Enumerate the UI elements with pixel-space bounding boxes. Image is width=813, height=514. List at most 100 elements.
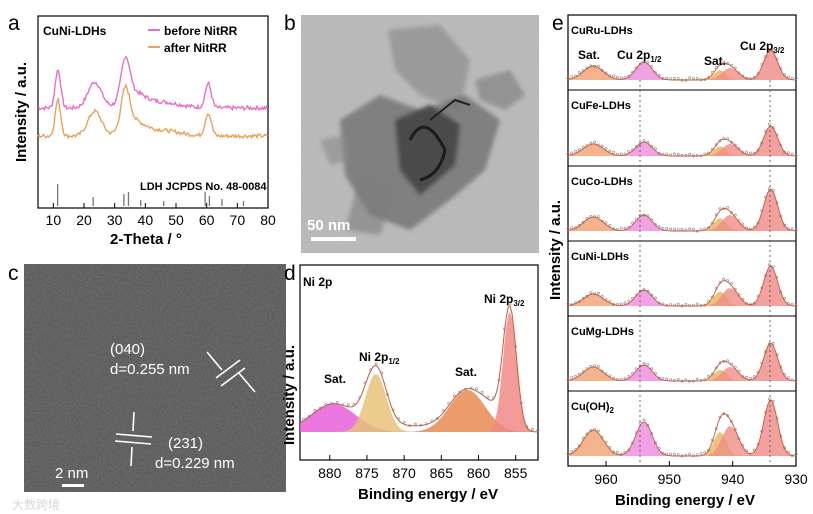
lattice-marker-040: [206, 351, 256, 393]
cu-data-point: [669, 77, 673, 81]
ni-envelope: [299, 305, 539, 433]
cu-data-point: [741, 222, 745, 226]
cu-data-point: [654, 223, 657, 226]
ni-data-point: [475, 387, 479, 391]
cu-data-point: [718, 207, 722, 211]
cu-data-point: [608, 223, 612, 227]
panel-a-frame: [37, 15, 269, 209]
panel-b: b 50 nm: [284, 12, 539, 253]
cu-data-point: [707, 374, 711, 378]
cu-data-point: [676, 77, 680, 80]
panel-c: c (040) d=0.255 nm (231) d=0.229 nm 2 nm: [8, 262, 286, 492]
cu-data-point: [722, 277, 726, 281]
cu-data-point: [597, 429, 600, 433]
cu-data-point: [635, 145, 638, 149]
panel-a-xaxis: 10 20 30 40 50 60 70 80: [46, 203, 276, 228]
panel-a: a CuNi-LDHs before NitRR after NitRR LDH…: [8, 12, 276, 248]
cu-data-point: [676, 228, 680, 232]
ni-data-point: [358, 396, 361, 400]
ni-data-point: [531, 427, 534, 431]
cu-sat2-label: Sat.: [704, 54, 726, 68]
cu-data-point: [578, 444, 581, 448]
cu-data-point: [676, 152, 680, 156]
watermark: 大数跨境: [12, 497, 60, 512]
panel-b-label: b: [284, 12, 296, 35]
lattice-marker-231: [114, 411, 153, 467]
panel-d-tick-label: 855: [504, 465, 528, 481]
cu-data-point: [768, 123, 771, 126]
ni-data-point: [319, 406, 322, 410]
ni-2p-half-label: Ni 2p1/2: [359, 350, 400, 366]
ni-data-point: [486, 395, 490, 399]
cu-data-point: [623, 376, 627, 380]
ni-data-point: [380, 371, 384, 375]
cu-data-point: [711, 372, 714, 376]
cu-data-point: [794, 378, 798, 382]
cu-data-point: [783, 150, 787, 154]
ni-data-point: [341, 403, 345, 407]
cu-data-point: [627, 149, 631, 153]
cu-data-point: [676, 302, 680, 306]
cu-data-point: [673, 379, 676, 382]
cu-data-point: [623, 226, 627, 230]
reference-label: LDH JCPDS No. 48-0084: [140, 181, 267, 193]
cu-data-point: [619, 302, 623, 306]
cu-data-point: [635, 66, 638, 70]
cu-data-point: [737, 71, 741, 75]
ni-data-point: [369, 368, 373, 372]
ni-data-point: [374, 362, 378, 366]
panel-d-xlabel: Binding energy / eV: [358, 486, 498, 503]
panel-a-tick-label: 20: [76, 212, 92, 228]
cu-data-point: [684, 303, 688, 306]
cu-data-point: [768, 263, 771, 267]
cu-data-point: [604, 221, 608, 225]
cu-fit-peak: [568, 367, 796, 381]
cu-data-point: [578, 71, 581, 74]
cu-data-point: [627, 299, 631, 303]
cu-data-point: [749, 151, 752, 155]
ni-data-point: [408, 424, 412, 428]
cu-data-point: [771, 48, 775, 52]
cu-data-point: [673, 452, 676, 456]
panel-e-tick-label: 930: [784, 471, 808, 487]
tem-scale-bar: [311, 237, 356, 241]
panel-a-label: a: [8, 12, 20, 35]
d-spacing-040-label: d=0.255 nm: [110, 361, 190, 378]
cu-data-point: [597, 291, 600, 295]
panel-d-tick-label: 865: [430, 465, 454, 481]
cu-envelope: [567, 342, 796, 382]
panel-d-tick-label: 860: [467, 465, 491, 481]
cu-data-point: [790, 227, 794, 231]
cu-data-point: [787, 75, 790, 79]
cu-data-point: [570, 226, 574, 230]
cu-data-point: [745, 150, 749, 154]
ni-fit-peaks: [300, 312, 538, 432]
cu-data-point: [692, 227, 695, 231]
cu-data-point: [642, 361, 646, 365]
cu-data-point: [566, 227, 570, 230]
ni-data-points: [302, 302, 540, 432]
panel-e-xlabel: Binding energy / eV: [615, 492, 755, 509]
xrd-after-curve: [37, 83, 269, 140]
panel-a-tick-label: 60: [199, 212, 215, 228]
panel-d-tick-label: 870: [392, 465, 416, 481]
ni-data-point: [447, 402, 451, 405]
ni-data-point: [424, 422, 428, 426]
cu-data-point: [665, 377, 669, 381]
cu-data-point: [638, 142, 642, 145]
cu-data-point: [566, 452, 570, 456]
cu-data-point: [688, 452, 692, 456]
cu-fit-peak: [568, 215, 796, 231]
panel-d-tick-label: 880: [318, 465, 342, 481]
ni-data-point: [503, 327, 506, 331]
cu-data-point: [604, 146, 608, 150]
cu-spectra-stack: [566, 48, 798, 458]
cu-fit-peak: [568, 288, 796, 306]
cu-data-point: [570, 151, 574, 155]
hrtem-scale-bar: [62, 484, 84, 487]
cu-data-point: [783, 223, 787, 227]
cu-data-point: [619, 76, 623, 80]
ni-data-point: [352, 403, 356, 407]
cu-data-point: [695, 453, 699, 457]
cu-data-point: [627, 448, 631, 452]
